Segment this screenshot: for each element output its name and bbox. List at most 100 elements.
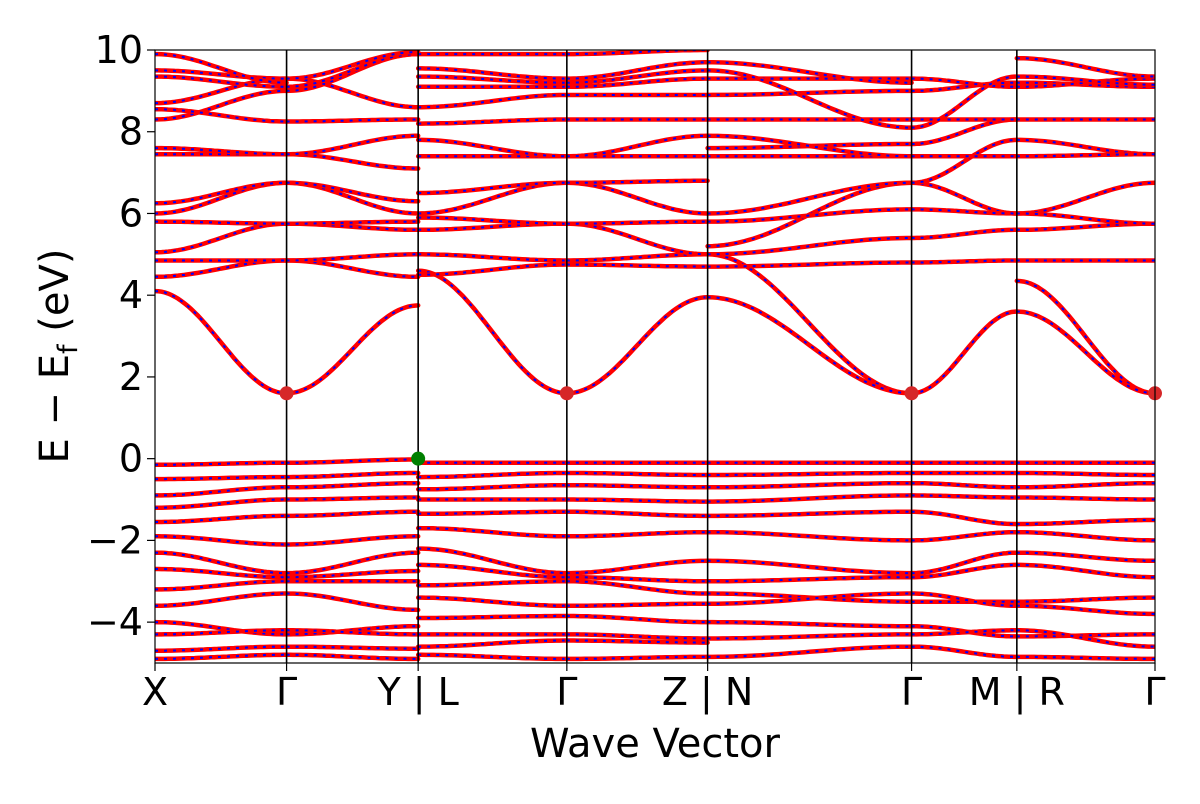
- plot-frame: [154, 49, 1156, 664]
- band-overlay-2-11: [418, 615, 567, 619]
- band-line-5-14: [909, 258, 1020, 265]
- band-line-6-20: [1014, 151, 1155, 159]
- y-tick-label-0: −4: [87, 600, 143, 644]
- band-overlay-1-3: [286, 482, 419, 489]
- band-overlay-1-4: [286, 496, 419, 501]
- band-line-6-24: [1014, 74, 1155, 87]
- y-axis-title-main: E − E: [32, 354, 78, 464]
- band-overlay-2-15: [418, 263, 567, 276]
- x-tick-label-3: Γ: [556, 670, 577, 714]
- band-line-4-8: [705, 558, 914, 576]
- y-tick-label-2: 0: [119, 437, 143, 481]
- band-overlay-3-19: [566, 181, 708, 215]
- band-overlay-0-22: [155, 147, 287, 156]
- cbm-marker-2: [904, 386, 919, 401]
- y-axis-title-sub: f: [53, 343, 84, 354]
- band-overlay-3-12: [566, 633, 708, 640]
- band-line-1-15: [284, 258, 421, 280]
- band-overlay-0-6: [155, 535, 287, 546]
- band-overlay-4-0: [707, 253, 912, 395]
- band-overlay-3-18: [566, 220, 708, 225]
- band-line-5-6: [909, 529, 1020, 543]
- band-overlay-3-4: [566, 498, 708, 503]
- band-overlay-2-14: [418, 653, 567, 660]
- band-overlay-6-0: [1016, 279, 1155, 395]
- band-overlay-1-21: [286, 153, 419, 170]
- band-overlay-1-6: [286, 535, 419, 546]
- band-overlay-2-20: [418, 181, 567, 194]
- band-line-6-10: [1014, 595, 1155, 604]
- band-overlay-3-26: [566, 69, 708, 84]
- band-overlay-3-14: [566, 655, 708, 660]
- band-line-4-3: [705, 470, 914, 478]
- band-overlay-2-5: [418, 510, 567, 515]
- band-line-5-15: [909, 227, 1020, 241]
- band-overlay-2-9: [418, 580, 567, 587]
- band-overlay-0-12: [155, 629, 287, 636]
- band-overlay-2-13: [418, 639, 567, 648]
- band-line-6-6: [1014, 517, 1155, 527]
- band-line-5-10: [909, 591, 1020, 609]
- band-overlay-2-22: [418, 138, 567, 158]
- band-line-0-7: [155, 550, 289, 576]
- band-overlay-1-24: [286, 118, 419, 123]
- band-line-0-19: [155, 180, 289, 216]
- band-overlay-3-9: [566, 580, 708, 595]
- band-overlay-2-7: [418, 547, 567, 575]
- band-overlay-3-27: [566, 61, 708, 80]
- band-overlay-6-17: [1016, 181, 1155, 215]
- band-line-6-25: [1014, 55, 1155, 79]
- band-overlay-0-18: [155, 220, 287, 225]
- band-overlay-2-27: [418, 67, 567, 80]
- band-line-3-0: [564, 294, 710, 396]
- band-overlay-3-13: [566, 639, 708, 644]
- cbm-marker-0: [279, 386, 294, 401]
- band-line-6-13: [1014, 628, 1155, 649]
- band-line-0-28: [155, 51, 289, 85]
- band-line-0-23: [155, 88, 289, 122]
- band-overlay-1-12: [286, 629, 419, 636]
- band-overlay-5-24: [911, 75, 1017, 129]
- band-line-5-18: [909, 137, 1020, 186]
- band-line-3-7: [564, 558, 710, 576]
- band-line-5-0: [909, 309, 1020, 396]
- band-overlay-1-16: [286, 253, 419, 262]
- band-overlay-1-0: [286, 304, 419, 395]
- band-overlay-0-14: [155, 653, 287, 660]
- band-overlay-3-25: [566, 77, 708, 88]
- band-line-4-5: [705, 493, 914, 504]
- band-line-0-17: [155, 221, 289, 255]
- band-overlay-3-6: [566, 531, 708, 538]
- band-overlay-3-5: [566, 510, 708, 517]
- band-line-1-10: [284, 591, 421, 613]
- band-overlay-3-11: [566, 615, 708, 624]
- band-line-1-20: [284, 180, 421, 204]
- band-overlay-2-2: [418, 472, 567, 479]
- band-overlay-1-17: [286, 222, 419, 231]
- y-tick-label-5: 6: [119, 191, 143, 235]
- high-symmetry-lines: [285, 50, 1018, 663]
- y-axis-title-unit: (eV): [32, 249, 78, 345]
- band-overlay-5-7: [911, 551, 1017, 575]
- band-overlay-3-20: [566, 179, 708, 184]
- band-overlay-3-10: [566, 602, 708, 607]
- band-overlay-2-17: [418, 222, 567, 231]
- band-line-6-17: [1014, 180, 1155, 216]
- band-overlay-0-2: [155, 476, 287, 481]
- band-overlay-1-2: [286, 472, 419, 479]
- y-tick-label-1: −2: [87, 518, 143, 562]
- band-overlay-1-15: [286, 259, 419, 278]
- y-tick-label-3: 2: [119, 355, 143, 399]
- band-overlay-0-5: [155, 514, 287, 523]
- band-overlay-0-13: [155, 645, 287, 652]
- band-line-6-3: [1014, 470, 1155, 478]
- x-tick-label-4: Z | N: [662, 670, 753, 715]
- band-overlay-2-24: [418, 94, 567, 109]
- band-line-4-18: [705, 207, 914, 224]
- band-overlay-3-7: [566, 559, 708, 575]
- y-tick-label-4: 4: [119, 273, 143, 317]
- x-tick-label-6: M | R: [969, 670, 1065, 715]
- band-overlay-2-6: [418, 527, 567, 538]
- band-overlay-0-27: [155, 69, 287, 80]
- band-line-5-5: [909, 509, 1020, 527]
